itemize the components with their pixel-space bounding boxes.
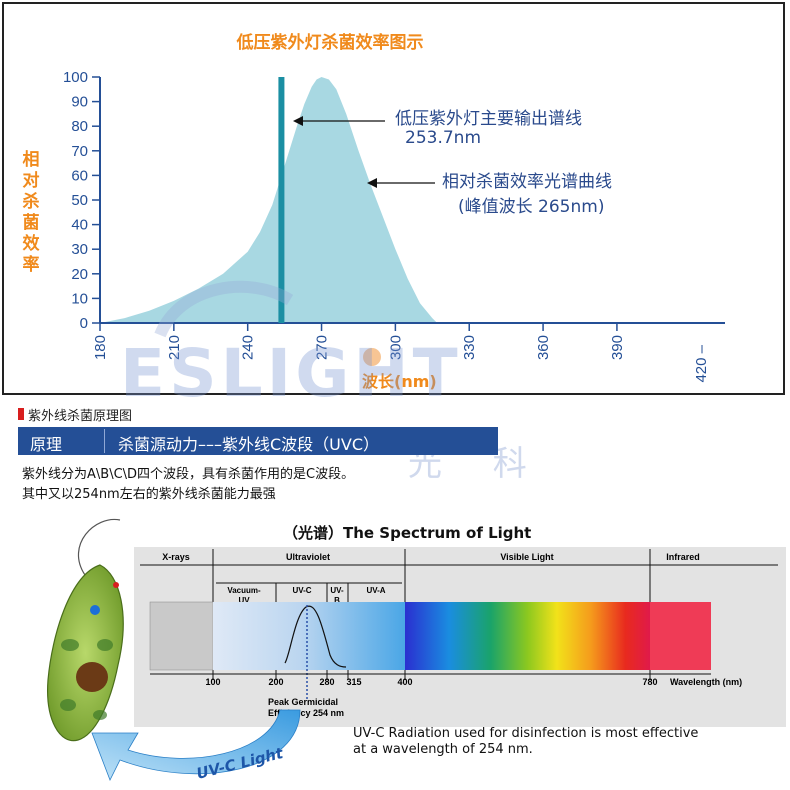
x-tick-label-210: 210	[166, 335, 183, 360]
sub-uvb-1: UV-	[330, 586, 344, 595]
x-tick-label-240: 240	[240, 335, 257, 360]
annotation-arrowhead-2	[367, 178, 377, 188]
x-tick-label-360: 360	[535, 335, 552, 360]
y-tick-label-90: 90	[71, 94, 88, 111]
x-tick-label-180: 180	[92, 335, 109, 360]
tick-315: 315	[346, 677, 361, 687]
y-tick-label-20: 20	[71, 266, 88, 283]
peak-label-2: Efficiency 254 nm	[268, 708, 344, 718]
spectrum-note-2: at a wavelength of 254 nm.	[353, 742, 533, 757]
y-tick-label-70: 70	[71, 143, 88, 160]
sub-vacuum-2: UV	[238, 596, 250, 605]
efficiency-curve-area	[100, 77, 438, 323]
y-tick-label-30: 30	[71, 241, 88, 258]
band-visible: Visible Light	[500, 552, 553, 562]
annotation-curve-peak: (峰值波长 265nm)	[458, 197, 605, 217]
x-axis-label: 波长(nm)	[362, 372, 437, 391]
principle-label: 原理	[30, 435, 63, 454]
wavelength-label: Wavelength (nm)	[670, 677, 742, 687]
annotation-arrowhead-1	[293, 116, 303, 126]
description-line-1: 紫外线分为A\B\C\D四个波段，具有杀菌作用的是C波段。	[22, 467, 355, 482]
x-tick-label-300: 300	[387, 335, 404, 360]
band-infrared: Infrared	[666, 552, 700, 562]
principle-divider	[104, 429, 105, 453]
tick-200: 200	[268, 677, 283, 687]
watermark-brand: ESLIGHT	[120, 335, 462, 412]
band-ultraviolet: Ultraviolet	[286, 552, 330, 562]
sub-uvb-2: B	[334, 596, 340, 605]
x-tick-label-420: 420 –	[693, 344, 710, 382]
spectrum-title: （光谱）The Spectrum of Light	[283, 524, 532, 542]
y-tick-label-100: 100	[63, 69, 88, 86]
y-tick-label-0: 0	[80, 315, 88, 332]
principle-bar	[18, 427, 498, 455]
section-title: 紫外线杀菌原理图	[28, 409, 133, 424]
sub-uva: UV-A	[366, 586, 385, 595]
x-tick-label-330: 330	[461, 335, 478, 360]
tick-780: 780	[642, 677, 657, 687]
chart-title: 低压紫外灯杀菌效率图示	[236, 33, 424, 53]
sub-vacuum-1: Vacuum-	[227, 586, 261, 595]
annotation-curve-title: 相对杀菌效率光谱曲线	[442, 172, 612, 192]
band-xrays: X-rays	[162, 552, 190, 562]
tick-100: 100	[205, 677, 220, 687]
y-tick-label-40: 40	[71, 217, 88, 234]
germicidal-chart: 0 10 20 30 40 50 60 70 80 90 100 180 210 240 270 300 330…	[63, 69, 725, 383]
infrared-segment	[650, 602, 711, 670]
uv-segment	[213, 602, 405, 670]
xray-segment	[149, 601, 214, 671]
tick-280: 280	[319, 677, 334, 687]
x-tick-label-390: 390	[609, 335, 626, 360]
annotation-line-title: 低压紫外灯主要输出谱线	[395, 109, 582, 129]
watermark-swoosh	[154, 280, 294, 338]
annotation-line-value: 253.7nm	[405, 128, 482, 148]
chart-frame	[2, 2, 785, 395]
watermark-sun-icon	[363, 348, 381, 366]
spectrum-illustration: X-rays Ultraviolet Visible Light Infrare…	[47, 518, 786, 783]
tick-400: 400	[397, 677, 412, 687]
peak-label-1: Peak Germicidal	[268, 697, 338, 707]
principle-text: 杀菌源动力–––紫外线C波段（UVC）	[118, 435, 380, 454]
y-tick-label-80: 80	[71, 118, 88, 135]
germicidal-curve	[284, 605, 347, 668]
spectrum-note-1: UV-C Radiation used for disinfection is …	[353, 726, 699, 741]
visible-segment	[405, 602, 650, 670]
section-marker	[18, 408, 24, 420]
x-tick-label-270: 270	[314, 335, 331, 360]
uvc-arrow-icon	[91, 709, 301, 781]
y-axis-label: 相对杀菌效率	[22, 150, 40, 275]
y-tick-label-50: 50	[71, 192, 88, 209]
sub-uvc: UV-C	[292, 586, 311, 595]
description-line-2: 其中又以254nm左右的紫外线杀菌能力最强	[22, 487, 276, 502]
microorganism-icon	[47, 518, 124, 742]
y-tick-label-10: 10	[71, 290, 88, 307]
y-tick-label-60: 60	[71, 167, 88, 184]
